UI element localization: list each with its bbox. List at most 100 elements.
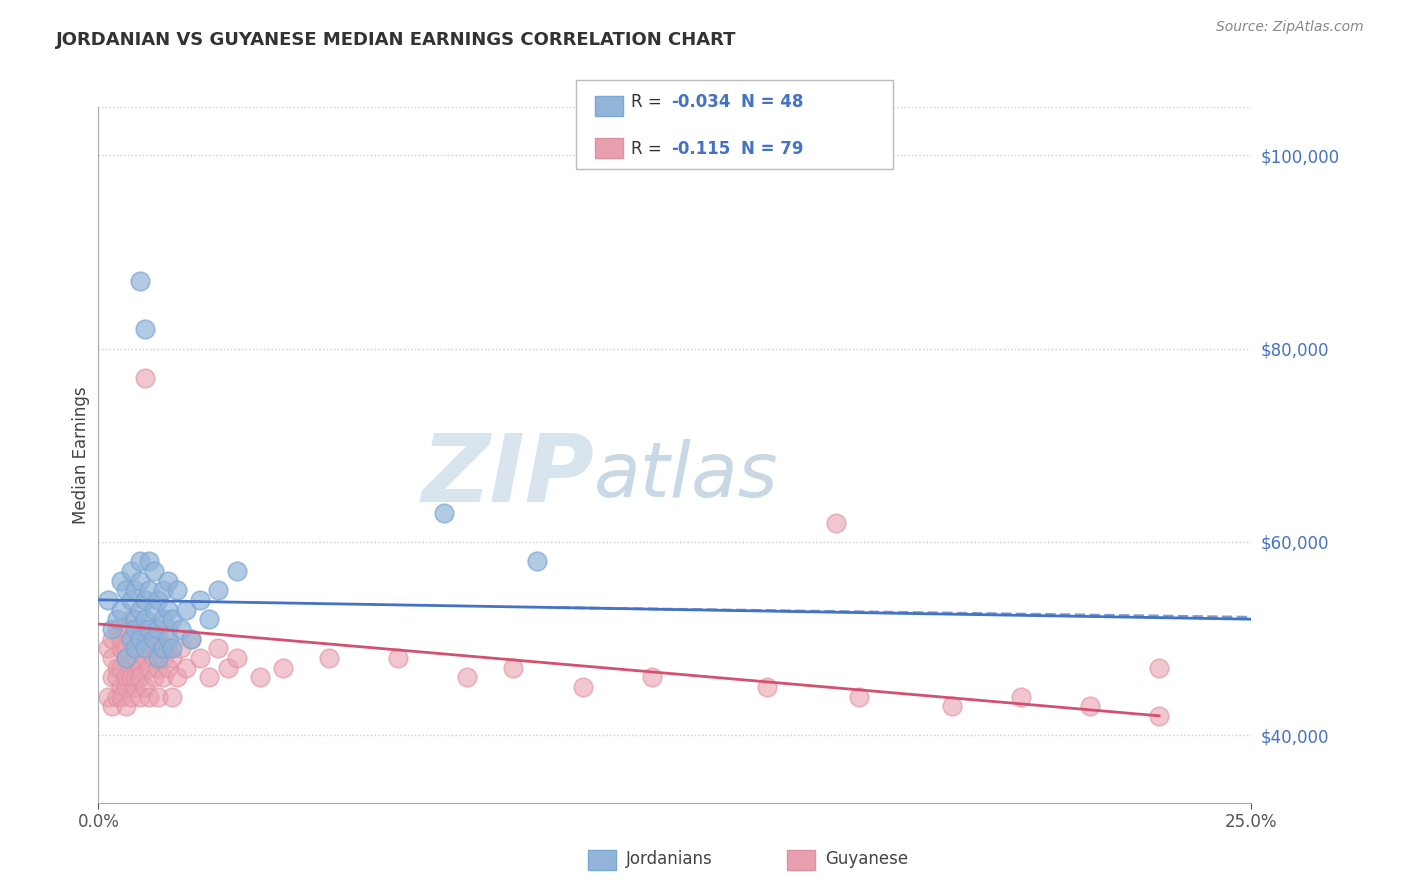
Point [115,583,138,598]
Point [166,670,188,684]
Point [160,612,183,626]
Point [142,632,165,646]
Point [456,670,478,684]
Point [156,622,179,636]
Point [101,622,124,636]
Point [124,612,146,626]
Point [152,612,174,626]
Point [225,564,247,578]
Point [848,690,870,704]
Point [129,274,152,288]
Point [138,632,160,646]
Point [115,622,138,636]
Point [156,632,179,646]
Point [198,612,221,626]
Text: Jordanians: Jordanians [626,850,713,868]
Point [526,554,548,568]
Point [156,602,179,616]
Text: R =: R = [631,140,672,158]
Point [148,622,170,636]
Point [110,574,132,588]
Point [105,660,128,674]
Point [129,690,152,704]
Point [129,632,152,646]
Point [124,583,146,598]
Point [120,632,142,646]
Point [120,632,142,646]
Point [115,641,138,656]
Point [138,660,160,674]
Point [124,641,146,656]
Text: N = 79: N = 79 [741,140,803,158]
Point [502,660,524,674]
Point [97,641,120,656]
Point [115,670,138,684]
Point [160,651,183,665]
Point [120,670,142,684]
Point [115,699,138,714]
Point [188,593,211,607]
Point [249,670,271,684]
Point [110,690,132,704]
Point [129,574,152,588]
Point [148,690,170,704]
Point [142,641,165,656]
Point [152,641,174,656]
Point [134,622,156,636]
Point [124,622,146,636]
Point [101,699,124,714]
Point [110,660,132,674]
Point [1078,699,1101,714]
Point [129,670,152,684]
Point [433,506,456,520]
Point [101,651,124,665]
Point [641,670,664,684]
Point [134,612,156,626]
Point [160,641,183,656]
Point [134,370,156,384]
Point [148,593,170,607]
Text: -0.115: -0.115 [671,140,730,158]
Point [148,660,170,674]
Point [1010,690,1032,704]
Point [129,602,152,616]
Point [110,602,132,616]
Text: R =: R = [631,93,668,111]
Point [152,670,174,684]
Point [115,651,138,665]
Point [152,651,174,665]
Point [124,651,146,665]
Point [142,651,165,665]
Point [318,651,340,665]
Point [152,583,174,598]
Point [110,680,132,694]
Point [105,670,128,684]
Point [101,670,124,684]
Point [120,612,142,626]
Point [217,660,239,674]
Text: N = 48: N = 48 [741,93,803,111]
Point [129,660,152,674]
Text: Guyanese: Guyanese [825,850,908,868]
Text: JORDANIAN VS GUYANESE MEDIAN EARNINGS CORRELATION CHART: JORDANIAN VS GUYANESE MEDIAN EARNINGS CO… [56,31,737,49]
Point [142,602,165,616]
Point [160,690,183,704]
Point [271,660,294,674]
Point [180,632,202,646]
Point [97,690,120,704]
Point [180,632,202,646]
Text: atlas: atlas [595,439,779,513]
Point [174,660,197,674]
Point [156,641,179,656]
Point [115,680,138,694]
Point [1147,660,1170,674]
Point [142,670,165,684]
Point [110,632,132,646]
Point [207,583,229,598]
Point [207,641,229,656]
Point [825,516,848,530]
Point [105,622,128,636]
Point [120,593,142,607]
Point [134,680,156,694]
Text: Source: ZipAtlas.com: Source: ZipAtlas.com [1216,20,1364,34]
